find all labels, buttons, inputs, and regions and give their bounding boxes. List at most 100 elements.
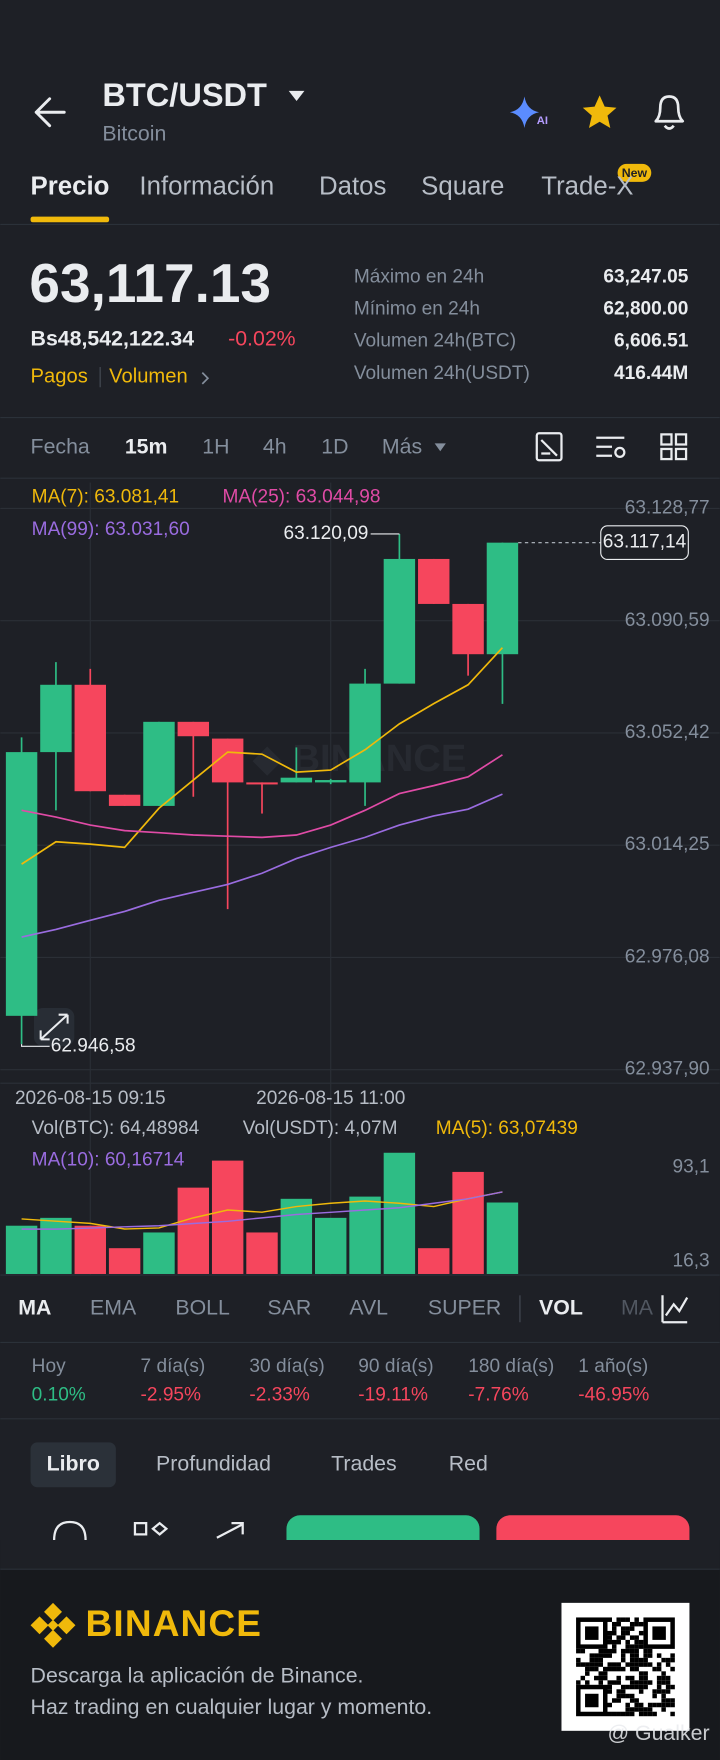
interval[interactable]: Más	[382, 434, 422, 458]
qr-module	[634, 1702, 639, 1708]
qr-module	[616, 1617, 621, 1622]
vol-label: Vol(USDT): 4,07M	[243, 1118, 398, 1139]
qr-module	[670, 1702, 675, 1708]
tool-icon[interactable]	[674, 447, 688, 461]
chart-tools[interactable]	[535, 432, 688, 462]
tab[interactable]: Datos	[319, 172, 386, 200]
tool-icon[interactable]	[660, 433, 673, 446]
qr-module	[638, 1657, 644, 1663]
perf-label: 90 día(s)	[358, 1356, 433, 1377]
qr-module	[620, 1666, 626, 1672]
indicator-tab[interactable]: EMA	[90, 1295, 137, 1319]
qr-module	[629, 1626, 635, 1631]
tool-icon[interactable]	[674, 433, 688, 446]
qr-module	[634, 1621, 639, 1627]
indicator-tab[interactable]: BOLL	[175, 1295, 230, 1319]
link[interactable]: Volumen	[109, 365, 188, 387]
tool-icon[interactable]	[660, 447, 673, 461]
tool-icon[interactable]	[596, 436, 625, 457]
qr-module	[607, 1684, 612, 1690]
action-icon[interactable]	[53, 1520, 87, 1541]
interval[interactable]: 15m	[125, 434, 168, 458]
qr-module	[616, 1662, 621, 1667]
candle-body	[349, 683, 381, 783]
chevron[interactable]	[201, 372, 210, 385]
qr-module	[607, 1639, 612, 1645]
qr-module	[611, 1680, 617, 1685]
candle-body	[280, 777, 313, 783]
qr-module	[611, 1639, 617, 1645]
qr-module	[647, 1702, 653, 1708]
book-tab[interactable]: Profundidad	[156, 1451, 271, 1475]
interval[interactable]: 4h	[263, 434, 287, 458]
qr-module	[634, 1639, 639, 1645]
tab[interactable]: Square	[421, 172, 504, 200]
last-price: 63,117.13	[29, 252, 271, 314]
qr-module	[607, 1653, 612, 1658]
book-tab[interactable]: Trades	[331, 1451, 397, 1475]
vol-label: Vol(BTC): 64,48984	[32, 1118, 200, 1139]
qr-module	[665, 1689, 671, 1694]
tab[interactable]: Precio	[31, 172, 110, 200]
qr-module	[625, 1639, 630, 1645]
qr-module	[620, 1630, 626, 1636]
indicator-tab[interactable]: SAR	[267, 1295, 311, 1319]
qr-module	[656, 1653, 662, 1658]
more-caret[interactable]	[434, 443, 446, 452]
pair-caret[interactable]	[288, 90, 305, 102]
qr-module	[607, 1702, 612, 1708]
qr-module	[611, 1648, 617, 1654]
action-icon[interactable]	[133, 1521, 169, 1536]
qr-module	[607, 1635, 612, 1640]
qr-module	[629, 1666, 635, 1672]
tab-badge: New	[622, 166, 648, 180]
qr-module	[638, 1630, 644, 1636]
interval[interactable]: Fecha	[31, 434, 90, 458]
qr-module	[670, 1657, 675, 1663]
qr-module	[616, 1680, 621, 1685]
qr-module	[576, 1680, 581, 1685]
tab-underline	[30, 216, 110, 223]
qr-module	[656, 1680, 662, 1685]
interval[interactable]: 1H	[202, 434, 229, 458]
candle-body	[383, 558, 416, 684]
vol-ma-line	[21, 1191, 503, 1230]
qr-module	[607, 1689, 612, 1694]
qr-module	[589, 1657, 595, 1663]
interval[interactable]: 1D	[321, 434, 348, 458]
qr-module	[656, 1675, 662, 1681]
qr-module	[625, 1693, 630, 1699]
tool-icon[interactable]	[535, 432, 563, 462]
qr-module	[643, 1675, 648, 1681]
qr-module	[620, 1626, 626, 1631]
y-tick-label: 62.937,90	[625, 1059, 710, 1080]
ma-label: MA(99): 63.031,60	[32, 519, 190, 540]
qr-module	[652, 1693, 657, 1699]
qr-module	[629, 1675, 635, 1681]
qr-module	[594, 1653, 599, 1658]
ai-icon[interactable]	[509, 96, 540, 128]
book-tab[interactable]: Red	[449, 1451, 488, 1475]
qr-module	[629, 1698, 635, 1703]
indicator-settings-icon[interactable]	[661, 1295, 689, 1324]
indicator-tab[interactable]: SUPER	[428, 1295, 501, 1319]
book-tab[interactable]: Libro	[47, 1451, 100, 1475]
indicator-tab[interactable]: MA	[621, 1295, 654, 1319]
qr-module	[580, 1662, 586, 1667]
qr-module	[661, 1657, 666, 1663]
link[interactable]: Pagos	[31, 365, 88, 387]
qr-module	[634, 1680, 639, 1685]
vol-label: MA(10): 60,16714	[32, 1150, 185, 1171]
back-icon[interactable]	[34, 97, 66, 128]
tab[interactable]: Trade-X	[541, 172, 633, 200]
indicator-tab[interactable]: AVL	[349, 1295, 388, 1319]
indicator-tab[interactable]: VOL	[539, 1295, 583, 1319]
tab[interactable]: Información	[139, 172, 274, 200]
favorite-icon[interactable]	[582, 95, 617, 128]
bell-icon[interactable]	[654, 95, 685, 130]
action-icon[interactable]	[216, 1522, 244, 1539]
qr-module	[629, 1707, 635, 1712]
qr-module	[611, 1626, 617, 1631]
indicator-tab[interactable]: MA	[18, 1295, 51, 1319]
qr-module	[665, 1698, 671, 1703]
